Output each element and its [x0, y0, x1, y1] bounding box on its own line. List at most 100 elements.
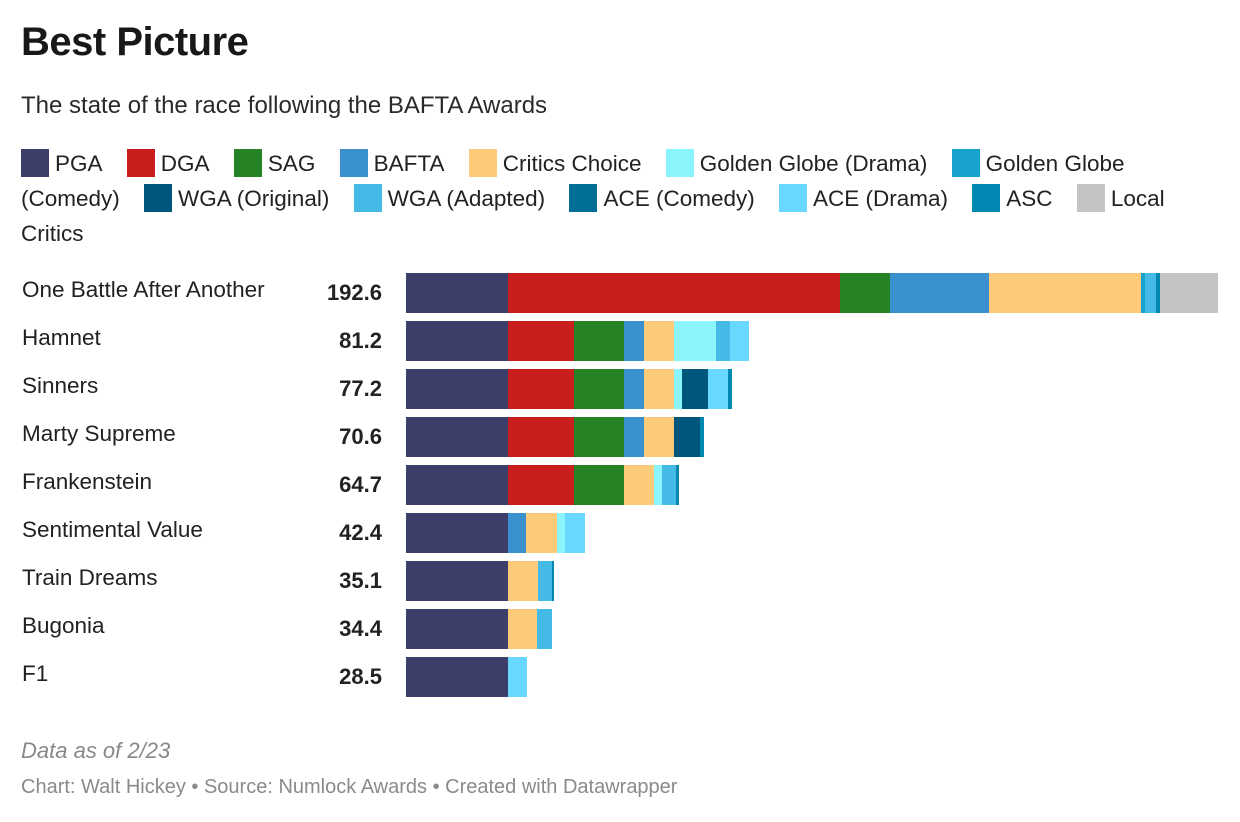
bar-segment-golden-globe-drama — [654, 465, 663, 505]
category-label: Sentimental Value — [22, 517, 203, 542]
bar-row: Frankenstein 64.7 — [0, 465, 1240, 505]
total-value-label: 28.5 — [339, 664, 382, 689]
legend-swatch — [665, 149, 694, 177]
legend-label: BAFTA — [373, 151, 445, 176]
legend-item: ASC — [972, 184, 1053, 212]
bar-segment-bafta — [624, 321, 645, 361]
bar-segment-pga — [406, 465, 509, 505]
legend-swatch — [339, 149, 368, 177]
bar-segment-asc — [676, 465, 680, 505]
legend-label: Local Critics — [21, 186, 1165, 246]
category-label: Bugonia — [22, 613, 105, 638]
legend-swatch — [972, 184, 1001, 212]
bar-segment-wga-adapted — [537, 561, 553, 601]
chart-credit: Chart: Walt Hickey • Source: Numlock Awa… — [21, 776, 678, 798]
bar-segment-ace-drama — [508, 657, 527, 697]
bar-segment-pga — [406, 513, 509, 553]
bar-segment-golden-globe-drama — [557, 513, 566, 553]
bar-segment-ace-drama — [565, 513, 586, 553]
legend-swatch — [233, 149, 262, 177]
bar-segment-critics-choice — [644, 321, 675, 361]
legend-label: DGA — [160, 151, 210, 176]
bar-segment-golden-globe-drama — [674, 321, 717, 361]
bar-segment-sag — [574, 321, 625, 361]
legend-item: Local Critics — [21, 184, 1165, 246]
total-value-label: 64.7 — [339, 472, 382, 497]
bar-segment-golden-globe-comedy — [1140, 273, 1146, 313]
legend-swatch — [569, 184, 598, 212]
legend-item: SAG — [233, 149, 316, 177]
legend-swatch — [126, 149, 155, 177]
legend-swatch — [21, 149, 49, 177]
legend-swatch — [779, 184, 807, 212]
bar-row: Hamnet 81.2 — [0, 321, 1240, 361]
bar-segment-wga-original — [682, 369, 709, 409]
legend-label: Golden Globe (Drama) — [699, 151, 928, 176]
chart-subtitle: The state of the race following the BAFT… — [21, 92, 548, 119]
legend: PGA DGA SAG BAFTA Critics Choice Golden … — [21, 146, 1221, 251]
bar-segment-local-critics — [1160, 273, 1219, 313]
bar-segment-critics-choice — [525, 513, 558, 553]
category-label: Marty Supreme — [22, 421, 176, 446]
legend-label: ASC — [1006, 186, 1053, 211]
bar-segment-critics-choice — [508, 609, 538, 649]
bar-row: Marty Supreme 70.6 — [0, 417, 1240, 457]
legend-item: Golden Globe (Comedy) — [21, 149, 1125, 211]
bar-segment-dga — [508, 417, 575, 457]
bar-segment-wga-original — [674, 417, 701, 457]
bar-segment-sag — [574, 417, 625, 457]
category-label: Hamnet — [22, 325, 101, 350]
bar-segment-pga — [406, 417, 509, 457]
bar-segment-ace-drama — [730, 321, 749, 361]
legend-swatch — [951, 149, 980, 177]
bar-segment-wga-adapted — [1144, 273, 1157, 313]
category-label: One Battle After Another — [22, 277, 265, 302]
bar-segment-sag — [574, 465, 625, 505]
total-value-label: 77.2 — [339, 376, 382, 401]
bar-segment-dga — [508, 369, 575, 409]
bar-segment-asc — [700, 417, 705, 457]
bar-segment-asc — [1156, 273, 1161, 313]
bar-segment-pga — [406, 609, 509, 649]
bar-segment-pga — [406, 321, 509, 361]
total-value-label: 35.1 — [339, 568, 382, 593]
bar-segment-dga — [508, 321, 575, 361]
category-label: Train Dreams — [22, 565, 158, 590]
legend-item: Golden Globe (Drama) — [665, 149, 928, 177]
bar-segment-wga-adapted — [537, 609, 552, 649]
bar-segment-dga — [508, 273, 841, 313]
total-value-label: 192.6 — [326, 280, 382, 305]
legend-item: DGA — [126, 149, 210, 177]
bar-segment-wga-adapted — [662, 465, 677, 505]
legend-item: ACE (Comedy) — [569, 184, 755, 212]
total-value-label: 42.4 — [339, 520, 382, 545]
bar-segment-pga — [406, 561, 509, 601]
bar-row: F1 28.5 — [0, 657, 1240, 697]
bar-segment-bafta — [508, 513, 527, 553]
legend-label: PGA — [55, 151, 103, 176]
bar-segment-bafta — [890, 273, 990, 313]
chart-title: Best Picture — [21, 20, 249, 64]
legend-label: ACE (Drama) — [813, 186, 949, 211]
data-note: Data as of 2/23 — [21, 738, 171, 763]
bar-segment-sag — [840, 273, 891, 313]
legend-item: Critics Choice — [468, 149, 642, 177]
legend-item: BAFTA — [339, 149, 445, 177]
bar-row: Sinners 77.2 — [0, 369, 1240, 409]
legend-label: WGA (Original) — [178, 186, 330, 211]
legend-label: SAG — [267, 151, 316, 176]
bar-row: Train Dreams 35.1 — [0, 561, 1240, 601]
category-label: Frankenstein — [22, 469, 153, 494]
bar-segment-dga — [508, 465, 575, 505]
bar-segment-critics-choice — [508, 561, 539, 601]
legend-swatch — [468, 149, 497, 177]
bar-segment-critics-choice — [644, 417, 675, 457]
bar-segment-bafta — [624, 369, 645, 409]
legend-label: WGA (Adapted) — [387, 186, 546, 211]
legend-item: ACE (Drama) — [779, 184, 949, 212]
legend-label: ACE (Comedy) — [603, 186, 755, 211]
bar-segment-pga — [406, 273, 509, 313]
bar-segment-pga — [406, 369, 509, 409]
legend-item: PGA — [21, 149, 103, 177]
legend-swatch — [353, 184, 382, 212]
